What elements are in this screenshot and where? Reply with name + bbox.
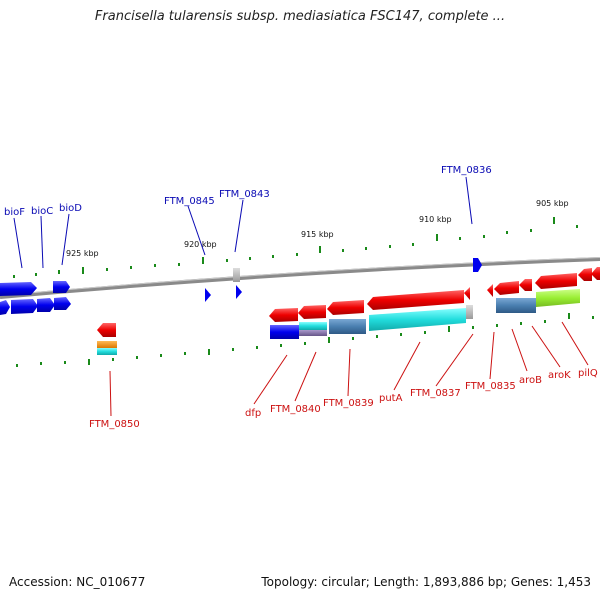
gene-FTM-0850[interactable] [97, 323, 116, 337]
gene-FTM-0835[interactable] [487, 284, 493, 297]
gene-pilQ-lime[interactable] [536, 289, 580, 307]
label-FTM-0850: FTM_0850 [89, 419, 140, 430]
gene-dfp[interactable] [269, 308, 298, 322]
gene-bioD[interactable] [53, 281, 70, 293]
label-leaders-blue [13, 176, 473, 269]
label-bioC: bioC [31, 206, 53, 217]
gene-forward-lower-4[interactable] [54, 297, 71, 310]
gene-putA[interactable] [367, 290, 464, 310]
kbp-label: 915 kbp [301, 230, 334, 239]
outer-tick-ring [13, 217, 578, 278]
gene-FTM-0845[interactable] [205, 288, 211, 302]
gene-FTM-0837[interactable] [464, 287, 470, 300]
forward-genes [0, 258, 482, 315]
label-aroB: aroB [519, 375, 542, 386]
label-FTM-0836: FTM_0836 [441, 165, 492, 176]
genome-backbone [0, 257, 600, 299]
gene-FTM-0843-grey[interactable] [233, 268, 240, 282]
gene-FTM-0837-grey[interactable] [466, 305, 473, 319]
gene-bioF[interactable] [0, 282, 37, 296]
gene-forward-lower-2[interactable] [11, 299, 38, 314]
gene-FTM-0843[interactable] [236, 285, 242, 299]
gene-dfp-blue[interactable] [270, 325, 299, 339]
label-dfp: dfp [245, 408, 261, 419]
kbp-label: 910 kbp [419, 215, 452, 224]
gene-aroK[interactable] [519, 279, 532, 291]
reverse-genes [97, 267, 600, 355]
gene-reverse-edge-1[interactable] [578, 268, 592, 281]
gene-reverse-edge-2[interactable] [591, 267, 600, 280]
map-title: Francisella tularensis subsp. mediasiati… [94, 9, 506, 24]
label-FTM-0843: FTM_0843 [219, 189, 270, 200]
gene-FTM-0839[interactable] [327, 300, 364, 315]
gene-FTM-0840-cyan[interactable] [299, 322, 327, 330]
label-bioF: bioF [4, 207, 25, 218]
gene-FTM-0850-orange[interactable] [97, 341, 117, 348]
gene-aroB[interactable] [494, 281, 519, 295]
inner-tick-ring [16, 313, 594, 367]
kbp-label: 925 kbp [66, 249, 99, 258]
label-leaders-red [109, 321, 589, 417]
kbp-label: 920 kbp [184, 240, 217, 249]
label-FTM-0845: FTM_0845 [164, 196, 215, 207]
label-aroK: aroK [548, 370, 571, 381]
label-bioD: bioD [59, 203, 82, 214]
gene-pilQ[interactable] [535, 273, 577, 289]
gene-FTM-0839-steel[interactable] [329, 319, 366, 334]
label-FTM-0839: FTM_0839 [323, 398, 374, 409]
label-pilQ: pilQ [578, 368, 598, 379]
genome-summary-text: Topology: circular; Length: 1,893,886 bp… [261, 575, 591, 589]
gene-FTM-0836[interactable] [473, 258, 482, 272]
gene-FTM-0840-mauve[interactable] [299, 330, 327, 336]
label-FTM-0837: FTM_0837 [410, 388, 461, 399]
gene-FTM-0850-cyan[interactable] [97, 348, 117, 355]
gene-FTM-0840[interactable] [298, 305, 326, 319]
gene-forward-lower-3[interactable] [37, 298, 55, 312]
accession-text: Accession: NC_010677 [9, 575, 146, 589]
label-FTM-0835: FTM_0835 [465, 381, 516, 392]
gene-forward-lower-1[interactable] [0, 300, 10, 315]
label-FTM-0840: FTM_0840 [270, 404, 321, 415]
gene-putA-cyan[interactable] [369, 308, 466, 331]
gene-FTM-0835-steel[interactable] [496, 298, 536, 313]
label-putA: putA [379, 393, 403, 404]
kbp-label: 905 kbp [536, 199, 569, 208]
